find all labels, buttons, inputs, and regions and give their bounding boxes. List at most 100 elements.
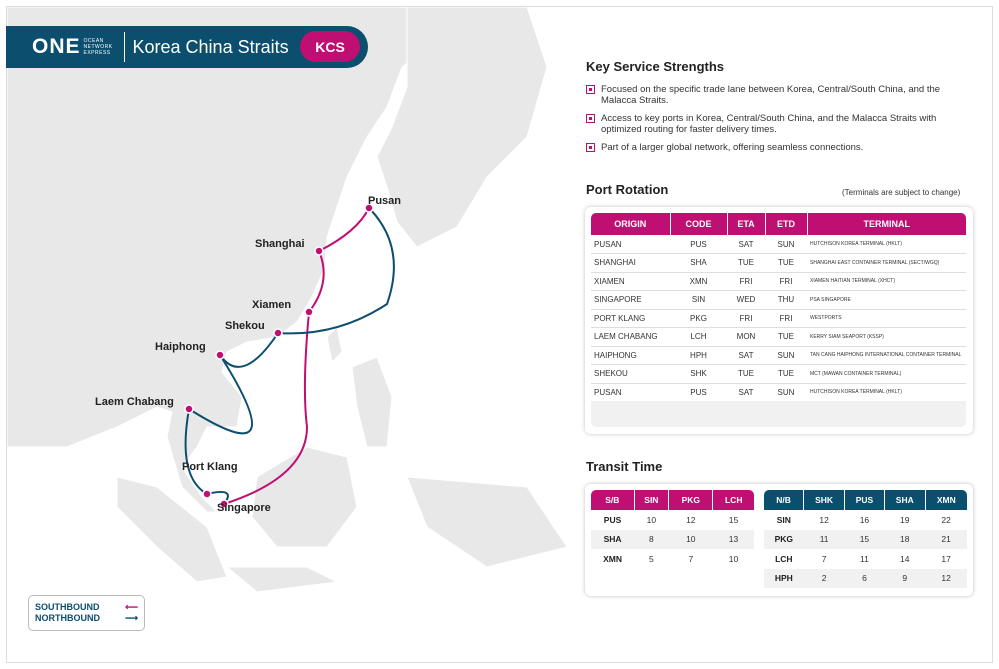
- port-label: Xiamen: [252, 299, 292, 311]
- land-philippines: [351, 356, 393, 448]
- table-cell: XMN: [603, 553, 622, 564]
- one-logo: ONE: [32, 35, 81, 58]
- rotation-card: ORIGIN CODE ETA ETD TERMINAL PUSAN PUS SAT SUN HU…: [585, 207, 973, 434]
- transit-card: S/B SIN PKG LCH PUS 10 12 15 SHA 8 10 13 XMN 5 7 10 N/B…: [585, 484, 973, 596]
- port-markers: [184, 203, 374, 509]
- arrow-right-icon: ⟶: [125, 613, 138, 623]
- table-cell: PUSAN: [591, 235, 670, 254]
- table-cell: TUE: [765, 327, 807, 347]
- header-divider: [123, 32, 125, 62]
- table-cell: TUE: [765, 364, 807, 384]
- port-label: Shekou: [225, 320, 265, 332]
- table-cell: 10: [646, 514, 657, 525]
- table-cell: 11: [860, 553, 869, 564]
- column-header: PUS: [844, 490, 885, 510]
- service-code-badge: KCS: [300, 31, 360, 62]
- table-cell: FRI: [727, 272, 765, 291]
- table-cell: 7: [688, 553, 694, 564]
- table-cell: 10: [668, 529, 713, 549]
- table-cell: 8: [634, 529, 669, 549]
- table-cell: PUS: [670, 235, 727, 254]
- column-header: SIN: [633, 490, 669, 510]
- table-row: PKG 11 15 18 21: [764, 529, 967, 549]
- table-cell: 17: [941, 553, 951, 564]
- table-cell: 21: [925, 529, 967, 549]
- land-java-png: [225, 476, 568, 593]
- transit-title: Transit Time: [586, 459, 663, 474]
- table-cell: SHANGHAI: [591, 253, 670, 273]
- column-header: SHK: [803, 490, 845, 510]
- service-header: ONE OCEAN NETWORK EXPRESS Korea China Stra…: [6, 26, 368, 68]
- column-header: CODE: [669, 213, 727, 235]
- table-cell: SUN: [765, 383, 807, 402]
- table-row: LCH 7 11 14 17: [764, 549, 967, 569]
- land-borneo: [251, 446, 358, 548]
- column-header: S/B: [591, 490, 635, 510]
- port-label: Haiphong: [155, 341, 206, 353]
- table-cell: 9: [884, 568, 926, 588]
- table-cell: XIAMEN HAITIAN TERMINAL (XHCT): [807, 272, 966, 291]
- route-map: [7, 7, 568, 593]
- port-label: Singapore: [217, 502, 271, 514]
- table-cell: SUN: [765, 346, 807, 365]
- table-row: XMN 5 7 10: [591, 549, 754, 569]
- list-item: Access to key ports in Korea, Central/So…: [586, 113, 976, 135]
- table-cell: PKG: [764, 529, 804, 549]
- table-cell: TUE: [727, 253, 765, 273]
- rotation-title: Port Rotation: [586, 182, 669, 197]
- table-cell: TAN CANG HAIPHONG INTERNATIONAL CONTAINE…: [807, 346, 966, 365]
- table-cell: WESTPORTS: [807, 309, 966, 328]
- table-cell: FRI: [727, 309, 765, 328]
- bullet-icon: [586, 85, 595, 94]
- logo-subtext: OCEAN NETWORK EXPRESS: [83, 38, 113, 56]
- table-cell: TUE: [727, 364, 765, 384]
- table-row: SHEKOU SHK TUE TUE MCT (MAWAN CONTAINER TERM…: [591, 364, 966, 384]
- bullet-icon: [586, 143, 595, 152]
- table-cell: WED: [727, 290, 765, 310]
- table-cell: LCH: [670, 327, 727, 347]
- table-cell: 12: [819, 514, 829, 525]
- table-cell: FRI: [765, 309, 807, 328]
- table-row: HAIPHONG HPH SAT SUN TAN CANG HAIPHONG INTER…: [591, 346, 966, 365]
- column-header: ETA: [726, 213, 765, 235]
- table-cell: 15: [728, 514, 739, 525]
- port-label: Port Klang: [182, 461, 238, 473]
- table-cell: 12: [925, 568, 967, 588]
- port-label: Pusan: [368, 195, 402, 207]
- table-cell: HAIPHONG: [591, 346, 670, 365]
- land-korea-japan: [376, 7, 548, 248]
- table-cell: PUS: [670, 383, 727, 402]
- table-cell: 18: [884, 529, 926, 549]
- table-cell: SIN: [670, 290, 727, 310]
- table-cell: TUE: [765, 253, 807, 273]
- table-cell: SAT: [727, 346, 765, 365]
- table-cell: 7: [821, 553, 827, 564]
- table-cell: PUS: [603, 514, 622, 525]
- column-header: TERMINAL: [806, 213, 966, 235]
- table-cell: SIN: [776, 514, 791, 525]
- bullet-icon: [586, 114, 595, 123]
- table-cell: SAT: [727, 235, 765, 254]
- table-cell: PKG: [670, 309, 727, 328]
- port-label: Laem Chabang: [95, 396, 174, 408]
- table-row: PUSAN PUS SAT SUN HUTCHISON KOREA TERMINAL (…: [591, 235, 966, 254]
- table-cell: SHANGHAI EAST CONTAINER TERMINAL (SECT/W…: [807, 253, 966, 273]
- table-cell: 2: [803, 568, 845, 588]
- table-cell: SUN: [765, 235, 807, 254]
- table-cell: PORT KLANG: [591, 309, 670, 328]
- table-cell: HUTCHISON KOREA TERMINAL (HKLT): [807, 235, 966, 254]
- column-header: N/B: [764, 490, 804, 510]
- southbound-transit-table: S/B SIN PKG LCH PUS 10 12 15 SHA 8 10 13 XMN 5 7 10: [591, 490, 754, 569]
- strengths-title: Key Service Strengths: [586, 59, 725, 74]
- table-row: LAEM CHABANG LCH MON TUE KERRY SIAM SEAPORT …: [591, 327, 966, 347]
- table-cell: 15: [844, 529, 885, 549]
- table-row: XIAMEN XMN FRI FRI XIAMEN HAITIAN TERMINAL (…: [591, 272, 966, 291]
- table-row: PORT KLANG PKG FRI FRI WESTPORTS: [591, 309, 966, 328]
- table-cell: 11: [803, 529, 845, 549]
- table-row: PUSAN PUS SAT SUN HUTCHISON KOREA TERMINAL (…: [591, 383, 966, 402]
- land-taiwan: [326, 325, 343, 364]
- table-row: SIN 12 16 19 22: [764, 510, 967, 530]
- table-cell: KERRY SIAM SEAPORT (KSSP): [807, 327, 966, 347]
- table-cell: SAT: [727, 383, 765, 402]
- table-cell: HPH: [670, 346, 727, 365]
